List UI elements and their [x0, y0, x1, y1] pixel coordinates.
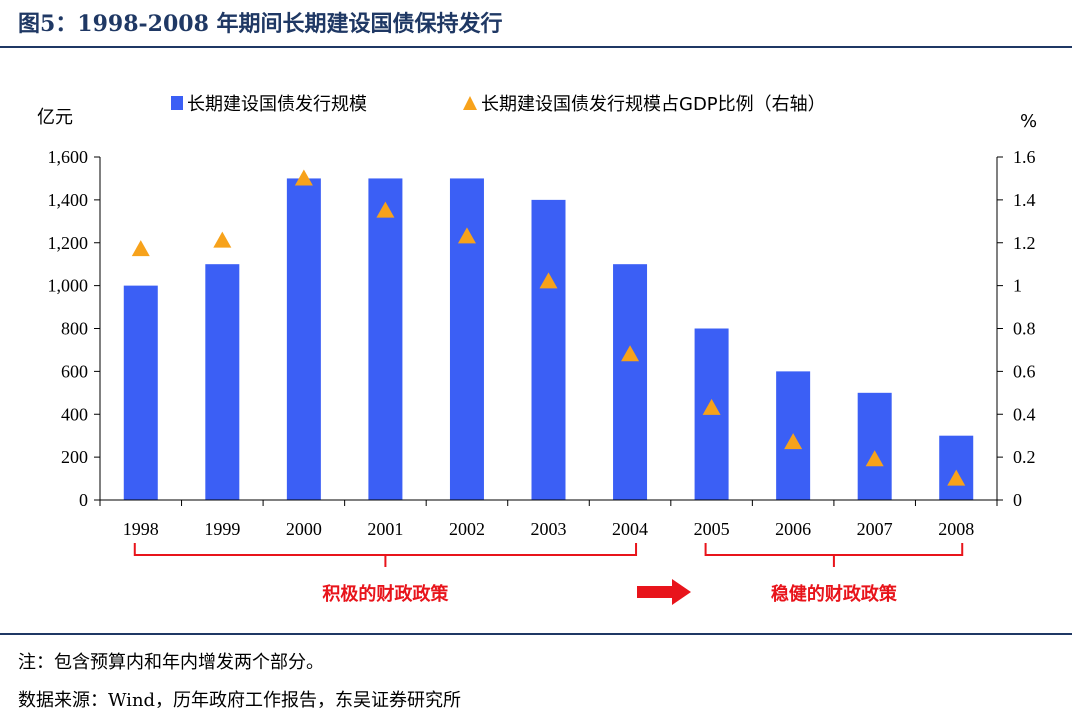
transition-arrow: [637, 579, 691, 605]
right-tick-label: 0.4: [1013, 404, 1036, 424]
x-tick-label: 2008: [938, 519, 974, 539]
phase-label-prudent: 稳健的财政政策: [771, 583, 898, 605]
left-tick-label: 1,200: [48, 233, 89, 253]
right-tick-label: 0.8: [1013, 319, 1036, 339]
x-tick-label: 2004: [612, 519, 648, 539]
right-axis: 0 0.2 0.4 0.6 0.8 1 1.2 1.4 1.6: [996, 147, 1036, 510]
legend-bar-swatch: [171, 96, 183, 110]
left-axis: 0 200 400 600 800 1,000 1,200 1,400 1,600: [48, 147, 101, 510]
legend: 长期建设国债发行规模 长期建设国债发行规模占GDP比例（右轴）: [171, 94, 826, 115]
left-tick-label: 800: [61, 319, 88, 339]
phase-label-expansionary: 积极的财政政策: [322, 583, 449, 605]
triangle-marker: [784, 433, 803, 450]
x-tick-label: 2006: [775, 519, 811, 539]
left-tick-label: 400: [61, 404, 88, 424]
right-tick-label: 0.6: [1013, 361, 1036, 381]
left-tick-label: 600: [61, 361, 88, 381]
phase-annotations: 积极的财政政策 稳健的财政政策: [133, 543, 964, 605]
bar: [368, 178, 403, 500]
bar: [613, 264, 648, 500]
bar: [286, 178, 321, 500]
x-tick-label: 2000: [286, 519, 322, 539]
triangle-marker: [376, 201, 395, 218]
title-divider: [0, 46, 1072, 48]
left-axis-unit: 亿元: [37, 107, 73, 128]
right-tick-label: 1.2: [1013, 233, 1036, 253]
footer-divider: [0, 633, 1072, 635]
phase-bracket: [704, 543, 964, 567]
source-note: 数据来源：Wind，历年政府工作报告，东吴证券研究所: [18, 690, 462, 711]
legend-bar-label: 长期建设国债发行规模: [187, 94, 367, 115]
left-tick-label: 1,400: [48, 190, 89, 210]
legend-triangle-label: 长期建设国债发行规模占GDP比例（右轴）: [481, 94, 826, 115]
bar: [123, 285, 158, 500]
triangle-marker: [213, 231, 232, 248]
phase-bracket: [133, 543, 638, 567]
bar: [857, 392, 892, 500]
right-tick-label: 0: [1013, 490, 1022, 510]
x-tick-label: 2007: [857, 519, 893, 539]
left-tick-label: 1,600: [48, 147, 89, 167]
x-tick-label: 1998: [123, 519, 159, 539]
chart-title: 图5：1998-2008 年期间长期建设国债保持发行: [18, 11, 503, 37]
triangle-marker: [865, 450, 884, 467]
triangle-marker: [621, 345, 640, 362]
right-tick-label: 1: [1013, 276, 1022, 296]
triangle-marker: [294, 169, 313, 186]
marker-series: [131, 169, 966, 486]
x-axis: 1998 1999 2000 2001 2002 2003 2004 2005 2006 2007…: [99, 499, 998, 539]
bar: [205, 264, 240, 500]
right-tick-label: 1.4: [1013, 190, 1036, 210]
bar: [449, 178, 484, 500]
x-tick-label: 2003: [531, 519, 567, 539]
x-tick-label: 2001: [367, 519, 403, 539]
left-tick-label: 1,000: [48, 276, 89, 296]
triangle-marker: [702, 398, 721, 415]
bar: [939, 435, 974, 500]
x-tick-label: 2005: [694, 519, 730, 539]
chart-area: 长期建设国债发行规模 长期建设国债发行规模占GDP比例（右轴） 亿元 % 0 20…: [37, 94, 1037, 605]
right-axis-unit: %: [1020, 111, 1037, 132]
legend-triangle-swatch: [463, 96, 477, 110]
right-tick-label: 0.2: [1013, 447, 1036, 467]
x-tick-label: 2002: [449, 519, 485, 539]
right-tick-label: 1.6: [1013, 147, 1036, 167]
triangle-marker: [457, 227, 476, 244]
left-tick-label: 200: [61, 447, 88, 467]
footnote: 注：包含预算内和年内增发两个部分。: [18, 652, 324, 673]
triangle-marker: [131, 240, 150, 257]
bar-series: [123, 178, 974, 500]
bar: [531, 199, 566, 500]
triangle-marker: [539, 272, 558, 289]
triangle-marker: [947, 469, 966, 486]
x-tick-label: 1999: [204, 519, 240, 539]
left-tick-label: 0: [79, 490, 88, 510]
